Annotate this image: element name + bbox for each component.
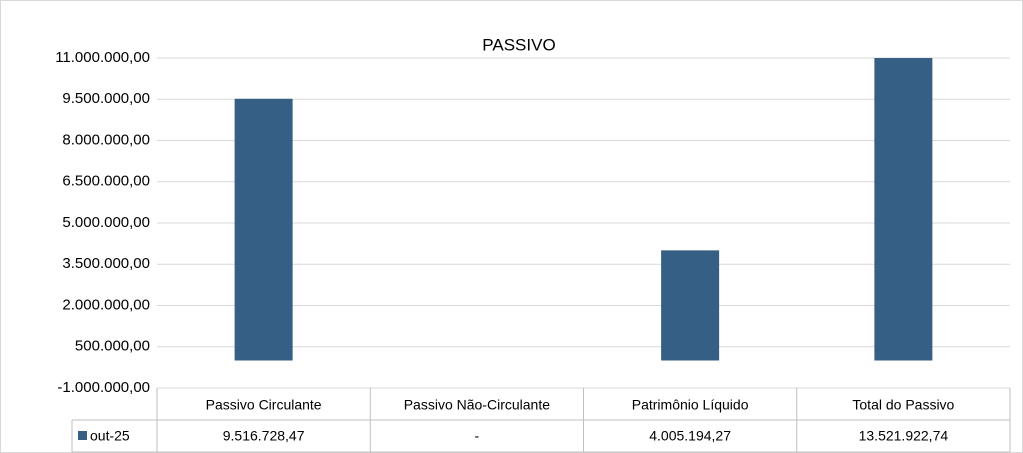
y-tick-label: 500.000,00 — [75, 338, 150, 355]
table-value: - — [475, 428, 480, 444]
x-tick-label: Total do Passivo — [852, 397, 954, 413]
x-tick-label: Passivo Circulante — [206, 397, 322, 413]
bar — [874, 58, 933, 361]
bar — [234, 98, 293, 361]
grid — [71, 57, 1011, 453]
y-tick-label: 3.500.000,00 — [62, 255, 150, 272]
x-tick-label: Passivo Não-Circulante — [404, 397, 550, 413]
y-tick-label: -1.000.000,00 — [57, 379, 150, 396]
legend-swatch — [78, 431, 87, 440]
chart-title: PASSIVO — [482, 35, 555, 54]
y-tick-label: 8.000.000,00 — [62, 131, 150, 148]
labels: -1.000.000,00 500.000,00 2.000.000,00 3.500… — [55, 49, 954, 444]
y-tick-label: 6.500.000,00 — [62, 173, 150, 190]
x-tick-label: Patrimônio Líquido — [632, 397, 749, 413]
table-value: 13.521.922,74 — [859, 428, 949, 444]
y-tick-label: 9.500.000,00 — [62, 90, 150, 107]
table-value: 4.005.194,27 — [649, 428, 731, 444]
table-value: 9.516.728,47 — [223, 428, 305, 444]
legend-label: out-25 — [90, 428, 130, 444]
y-tick-label: 2.000.000,00 — [62, 296, 150, 313]
y-tick-label: 5.000.000,00 — [62, 214, 150, 231]
bar — [661, 250, 720, 361]
y-tick-label: 11.000.000,00 — [55, 49, 150, 66]
bars — [234, 58, 933, 361]
